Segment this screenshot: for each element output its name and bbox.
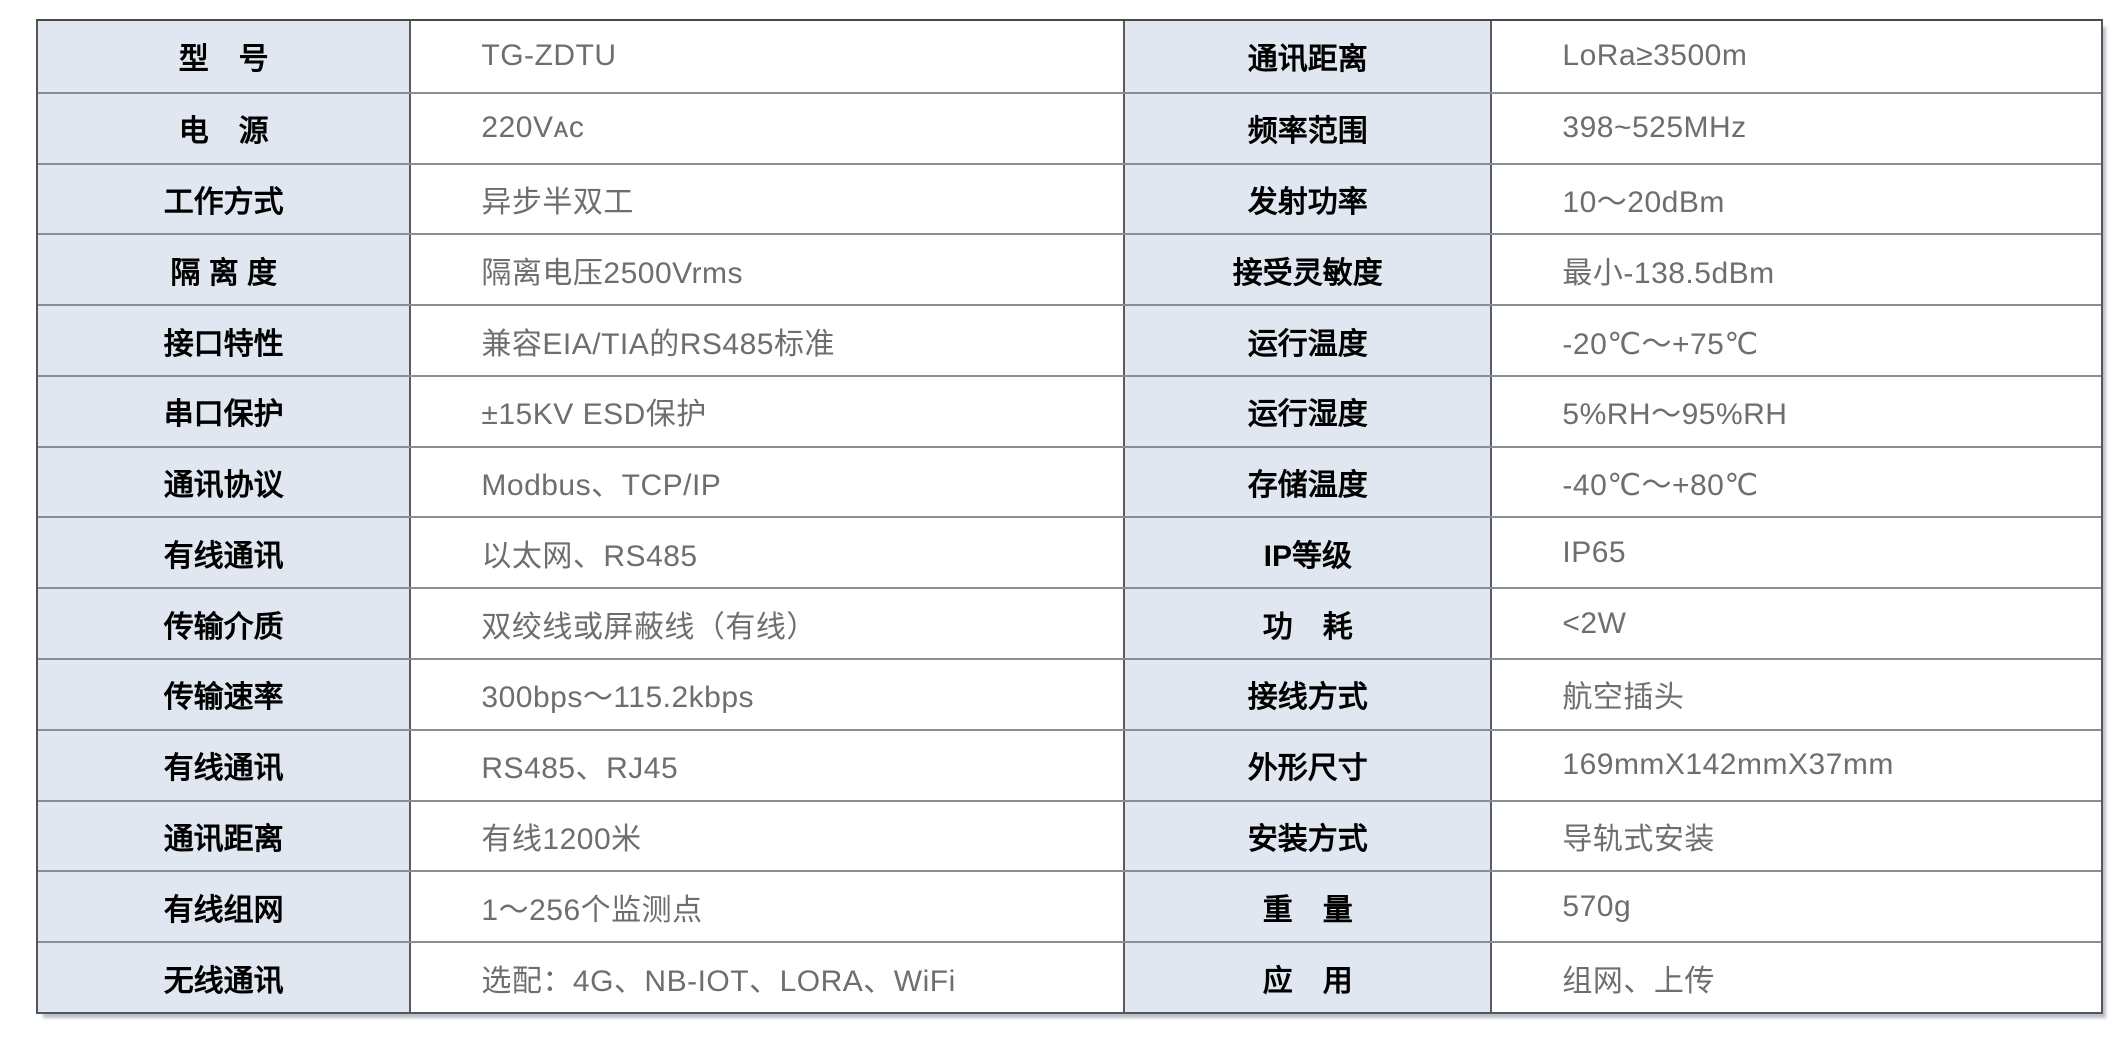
table-row: 传输介质 双绞线或屏蔽线（有线） 功 耗 <2W xyxy=(38,587,2101,659)
spec-label-left: 传输速率 xyxy=(38,660,412,729)
spec-label-left: 通讯距离 xyxy=(38,801,412,871)
spec-label-left: 串口保护 xyxy=(38,376,412,446)
spec-label-right: 功 耗 xyxy=(1125,589,1493,659)
spec-label-right: IP等级 xyxy=(1125,518,1493,588)
spec-label-left: 传输介质 xyxy=(38,589,412,659)
spec-value-left: 双绞线或屏蔽线（有线） xyxy=(411,589,1126,659)
spec-label-right: 接线方式 xyxy=(1125,660,1493,729)
spec-label-left: 有线通讯 xyxy=(38,518,412,588)
spec-label-right: 运行湿度 xyxy=(1125,376,1493,446)
spec-label-left: 接口特性 xyxy=(38,306,412,375)
spec-label-right: 存储温度 xyxy=(1125,447,1493,517)
table-row: 电 源 220Vᴀᴄ 频率范围 398~525MHz xyxy=(38,91,2101,163)
table-row: 通讯协议 Modbus、TCP/IP 存储温度 -40℃～+80℃ xyxy=(38,445,2101,517)
table-row: 接口特性 兼容EIA/TIA的RS485标准 运行温度 -20℃～+75℃ xyxy=(38,304,2101,375)
spec-label-right: 应 用 xyxy=(1125,943,1493,1012)
spec-value-left: 1～256个监测点 xyxy=(411,872,1126,942)
table-row: 型 号 TG-ZDTU 通讯距离 LoRa≥3500m xyxy=(38,21,2101,92)
table-row: 有线组网 1～256个监测点 重 量 570g xyxy=(38,870,2101,942)
spec-value-right: 导轨式安装 xyxy=(1492,801,2101,871)
table-row: 有线通讯 以太网、RS485 IP等级 IP65 xyxy=(38,516,2101,588)
spec-label-right: 频率范围 xyxy=(1125,93,1493,163)
spec-value-right: 航空插头 xyxy=(1492,660,2101,729)
table-row: 通讯距离 有线1200米 安装方式 导轨式安装 xyxy=(38,799,2101,871)
spec-label-right: 通讯距离 xyxy=(1125,21,1493,92)
spec-value-left: 选配：4G、NB-IOT、LORA、WiFi xyxy=(411,943,1126,1012)
spec-label-left: 工作方式 xyxy=(38,164,412,234)
spec-value-right: 5%RH～95%RH xyxy=(1492,376,2101,446)
spec-value-left: Modbus、TCP/IP xyxy=(411,447,1126,517)
spec-value-right: IP65 xyxy=(1492,518,2101,588)
spec-value-left: 异步半双工 xyxy=(411,164,1126,234)
table-row: 传输速率 300bps～115.2kbps 接线方式 航空插头 xyxy=(38,658,2101,729)
spec-label-right: 重 量 xyxy=(1125,872,1493,942)
spec-value-left: TG-ZDTU xyxy=(411,21,1126,92)
spec-value-right: 组网、上传 xyxy=(1492,943,2101,1012)
spec-value-left: ±15KV ESD保护 xyxy=(411,376,1126,446)
spec-value-right: 169mmX142mmX37mm xyxy=(1492,730,2101,800)
spec-label-left: 有线通讯 xyxy=(38,730,412,800)
spec-value-left: 300bps～115.2kbps xyxy=(411,660,1126,729)
spec-value-left: 兼容EIA/TIA的RS485标准 xyxy=(411,306,1126,375)
spec-table: 型 号 TG-ZDTU 通讯距离 LoRa≥3500m 电 源 220Vᴀᴄ 频… xyxy=(36,19,2103,1014)
spec-label-left: 隔 离 度 xyxy=(38,235,412,305)
spec-value-right: -20℃～+75℃ xyxy=(1492,306,2101,375)
spec-value-left: 有线1200米 xyxy=(411,801,1126,871)
spec-value-left: 以太网、RS485 xyxy=(411,518,1126,588)
spec-label-left: 电 源 xyxy=(38,93,412,163)
table-row: 串口保护 ±15KV ESD保护 运行湿度 5%RH～95%RH xyxy=(38,374,2101,446)
table-row: 隔 离 度 隔离电压2500Vrms 接受灵敏度 最小-138.5dBm xyxy=(38,233,2101,305)
spec-value-left: 220Vᴀᴄ xyxy=(411,93,1126,163)
table-row: 无线通讯 选配：4G、NB-IOT、LORA、WiFi 应 用 组网、上传 xyxy=(38,941,2101,1012)
spec-value-right: 10～20dBm xyxy=(1492,164,2101,234)
spec-value-left: 隔离电压2500Vrms xyxy=(411,235,1126,305)
spec-label-left: 无线通讯 xyxy=(38,943,412,1012)
spec-label-right: 发射功率 xyxy=(1125,164,1493,234)
spec-value-right: <2W xyxy=(1492,589,2101,659)
spec-value-left: RS485、RJ45 xyxy=(411,730,1126,800)
table-row: 工作方式 异步半双工 发射功率 10～20dBm xyxy=(38,162,2101,234)
spec-value-right: 最小-138.5dBm xyxy=(1492,235,2101,305)
spec-value-right: -40℃～+80℃ xyxy=(1492,447,2101,517)
table-row: 有线通讯 RS485、RJ45 外形尺寸 169mmX142mmX37mm xyxy=(38,728,2101,800)
spec-label-right: 接受灵敏度 xyxy=(1125,235,1493,305)
spec-value-right: 570g xyxy=(1492,872,2101,942)
spec-value-right: 398~525MHz xyxy=(1492,93,2101,163)
spec-value-right: LoRa≥3500m xyxy=(1492,21,2101,92)
spec-label-left: 通讯协议 xyxy=(38,447,412,517)
spec-label-left: 型 号 xyxy=(38,21,412,92)
spec-label-left: 有线组网 xyxy=(38,872,412,942)
spec-label-right: 运行温度 xyxy=(1125,306,1493,375)
spec-label-right: 安装方式 xyxy=(1125,801,1493,871)
spec-label-right: 外形尺寸 xyxy=(1125,730,1493,800)
